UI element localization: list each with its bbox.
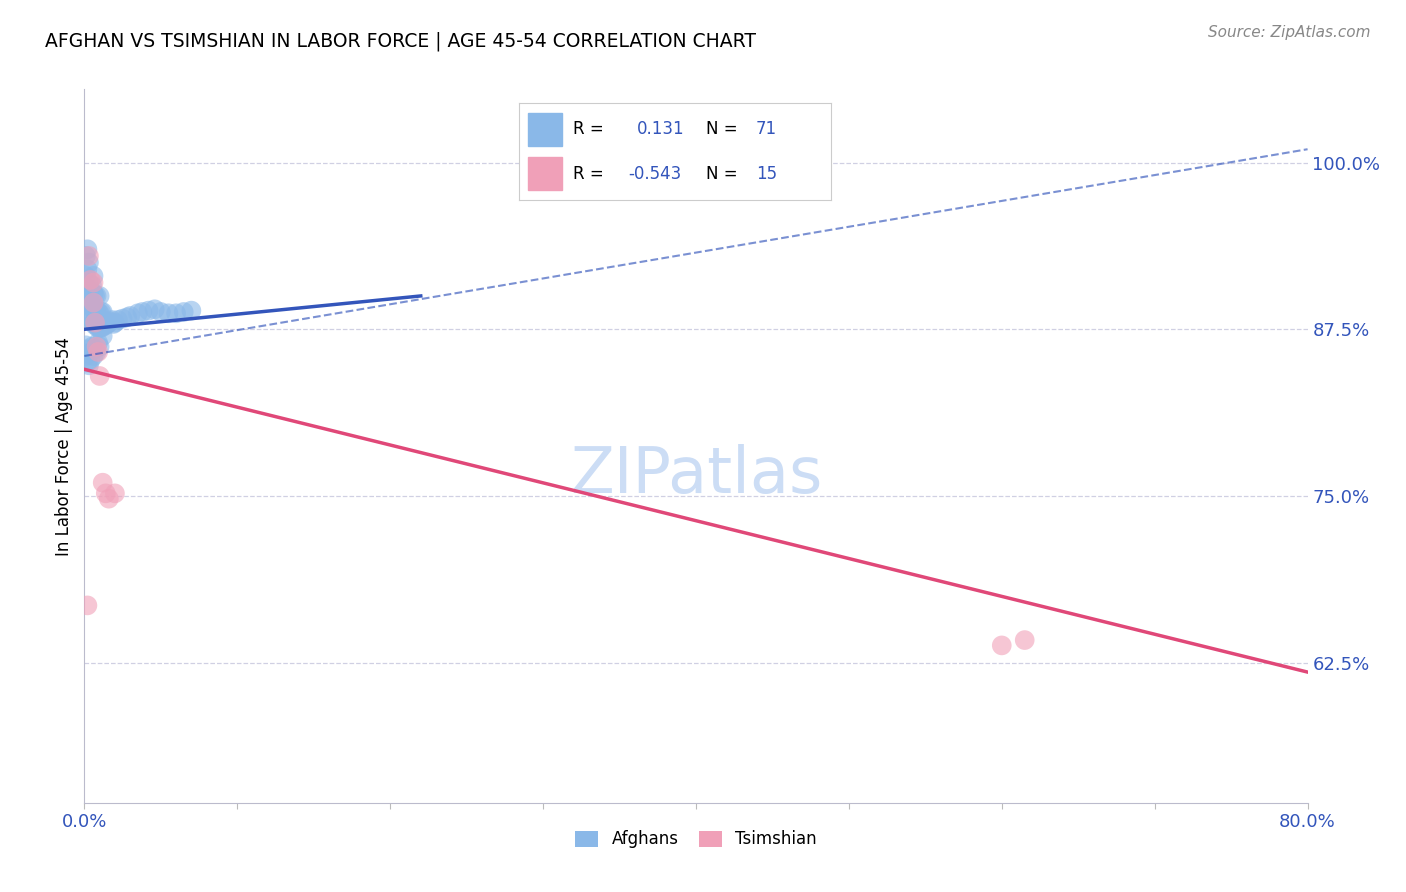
Point: [104, 486, 127, 500]
Point: [83, 302, 105, 317]
Point: [83, 276, 105, 290]
Point: [173, 305, 195, 319]
Point: [138, 303, 160, 318]
Point: [97, 491, 120, 506]
Point: [91, 305, 114, 319]
Point: [84, 318, 107, 333]
Point: [77, 276, 100, 290]
Point: [84, 316, 107, 330]
Point: [77, 292, 100, 306]
Point: [83, 316, 105, 330]
Point: [83, 268, 105, 283]
Point: [89, 368, 111, 383]
Point: [80, 278, 103, 293]
Point: [93, 317, 115, 331]
Point: [89, 321, 111, 335]
Point: [165, 306, 187, 320]
Point: [91, 319, 114, 334]
Point: [94, 318, 117, 333]
Y-axis label: In Labor Force | Age 45-54: In Labor Force | Age 45-54: [55, 336, 73, 556]
Text: AFGHAN VS TSIMSHIAN IN LABOR FORCE | AGE 45-54 CORRELATION CHART: AFGHAN VS TSIMSHIAN IN LABOR FORCE | AGE…: [45, 31, 756, 51]
Point: [79, 353, 101, 368]
Point: [94, 486, 117, 500]
Point: [90, 321, 112, 335]
Point: [149, 305, 172, 319]
Point: [75, 289, 97, 303]
Point: [98, 314, 121, 328]
Point: [77, 255, 100, 269]
Point: [143, 302, 166, 317]
Point: [991, 639, 1014, 653]
Point: [115, 310, 138, 325]
Point: [84, 289, 107, 303]
Point: [91, 475, 114, 490]
Point: [86, 305, 108, 319]
Point: [80, 313, 103, 327]
Legend: Afghans, Tsimshian: Afghans, Tsimshian: [568, 824, 824, 855]
Point: [77, 249, 100, 263]
Point: [101, 313, 124, 327]
Point: [91, 329, 114, 343]
Point: [86, 318, 108, 333]
Point: [84, 343, 107, 357]
Point: [79, 282, 101, 296]
Point: [120, 309, 142, 323]
Point: [77, 359, 100, 373]
Point: [1014, 633, 1036, 648]
Point: [86, 340, 108, 354]
Point: [87, 305, 110, 319]
Point: [89, 289, 111, 303]
Point: [75, 338, 97, 352]
Point: [76, 356, 98, 370]
Point: [86, 345, 108, 359]
Point: [79, 311, 101, 326]
Point: [76, 599, 98, 613]
Point: [87, 345, 110, 359]
Point: [83, 295, 105, 310]
Point: [80, 298, 103, 312]
Point: [77, 346, 100, 360]
Point: [75, 249, 97, 263]
Point: [111, 311, 134, 326]
Point: [86, 289, 108, 303]
Point: [107, 313, 129, 327]
Point: [157, 306, 180, 320]
Point: [79, 273, 101, 287]
Point: [83, 349, 105, 363]
Point: [83, 286, 105, 301]
Point: [127, 306, 149, 320]
Point: [76, 282, 98, 296]
Point: [76, 242, 98, 256]
Point: [89, 306, 111, 320]
Point: [80, 340, 103, 354]
Point: [103, 317, 125, 331]
Point: [87, 335, 110, 350]
Point: [87, 321, 110, 335]
Point: [76, 343, 98, 357]
Point: [131, 305, 153, 319]
Point: [104, 316, 127, 330]
Point: [89, 340, 111, 354]
Point: [90, 305, 112, 319]
Text: Source: ZipAtlas.com: Source: ZipAtlas.com: [1208, 25, 1371, 40]
Point: [75, 268, 97, 283]
Point: [77, 305, 100, 319]
Point: [76, 262, 98, 277]
Point: [76, 295, 98, 310]
Point: [97, 316, 120, 330]
Point: [75, 349, 97, 363]
Point: [84, 305, 107, 319]
Point: [180, 303, 202, 318]
Point: [79, 298, 101, 312]
Text: ZIPatlas: ZIPatlas: [569, 443, 823, 506]
Point: [96, 317, 118, 331]
